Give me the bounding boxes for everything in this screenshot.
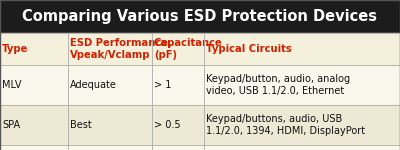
Bar — [0, 145, 400, 150]
Text: Capacitance
(pF): Capacitance (pF) — [154, 38, 223, 60]
Text: MLV: MLV — [2, 80, 22, 90]
Text: Best: Best — [70, 120, 92, 130]
Bar — [0, 0, 400, 33]
Text: Type: Type — [2, 44, 28, 54]
Text: ESD Performance,
Vpeak/Vclamp: ESD Performance, Vpeak/Vclamp — [70, 38, 172, 60]
Bar — [0, 33, 400, 65]
Text: Typical Circuits: Typical Circuits — [206, 44, 292, 54]
Text: Adequate: Adequate — [70, 80, 117, 90]
Text: > 0.5: > 0.5 — [154, 120, 181, 130]
Text: Keypad/button, audio, analog
video, USB 1.1/2.0, Ethernet: Keypad/button, audio, analog video, USB … — [206, 74, 350, 96]
Bar — [0, 65, 400, 105]
Text: > 1: > 1 — [154, 80, 171, 90]
Text: SPA: SPA — [2, 120, 20, 130]
Bar — [0, 105, 400, 145]
Text: Comparing Various ESD Protection Devices: Comparing Various ESD Protection Devices — [22, 9, 378, 24]
Text: Keypad/buttons, audio, USB
1.1/2.0, 1394, HDMI, DisplayPort: Keypad/buttons, audio, USB 1.1/2.0, 1394… — [206, 114, 365, 136]
